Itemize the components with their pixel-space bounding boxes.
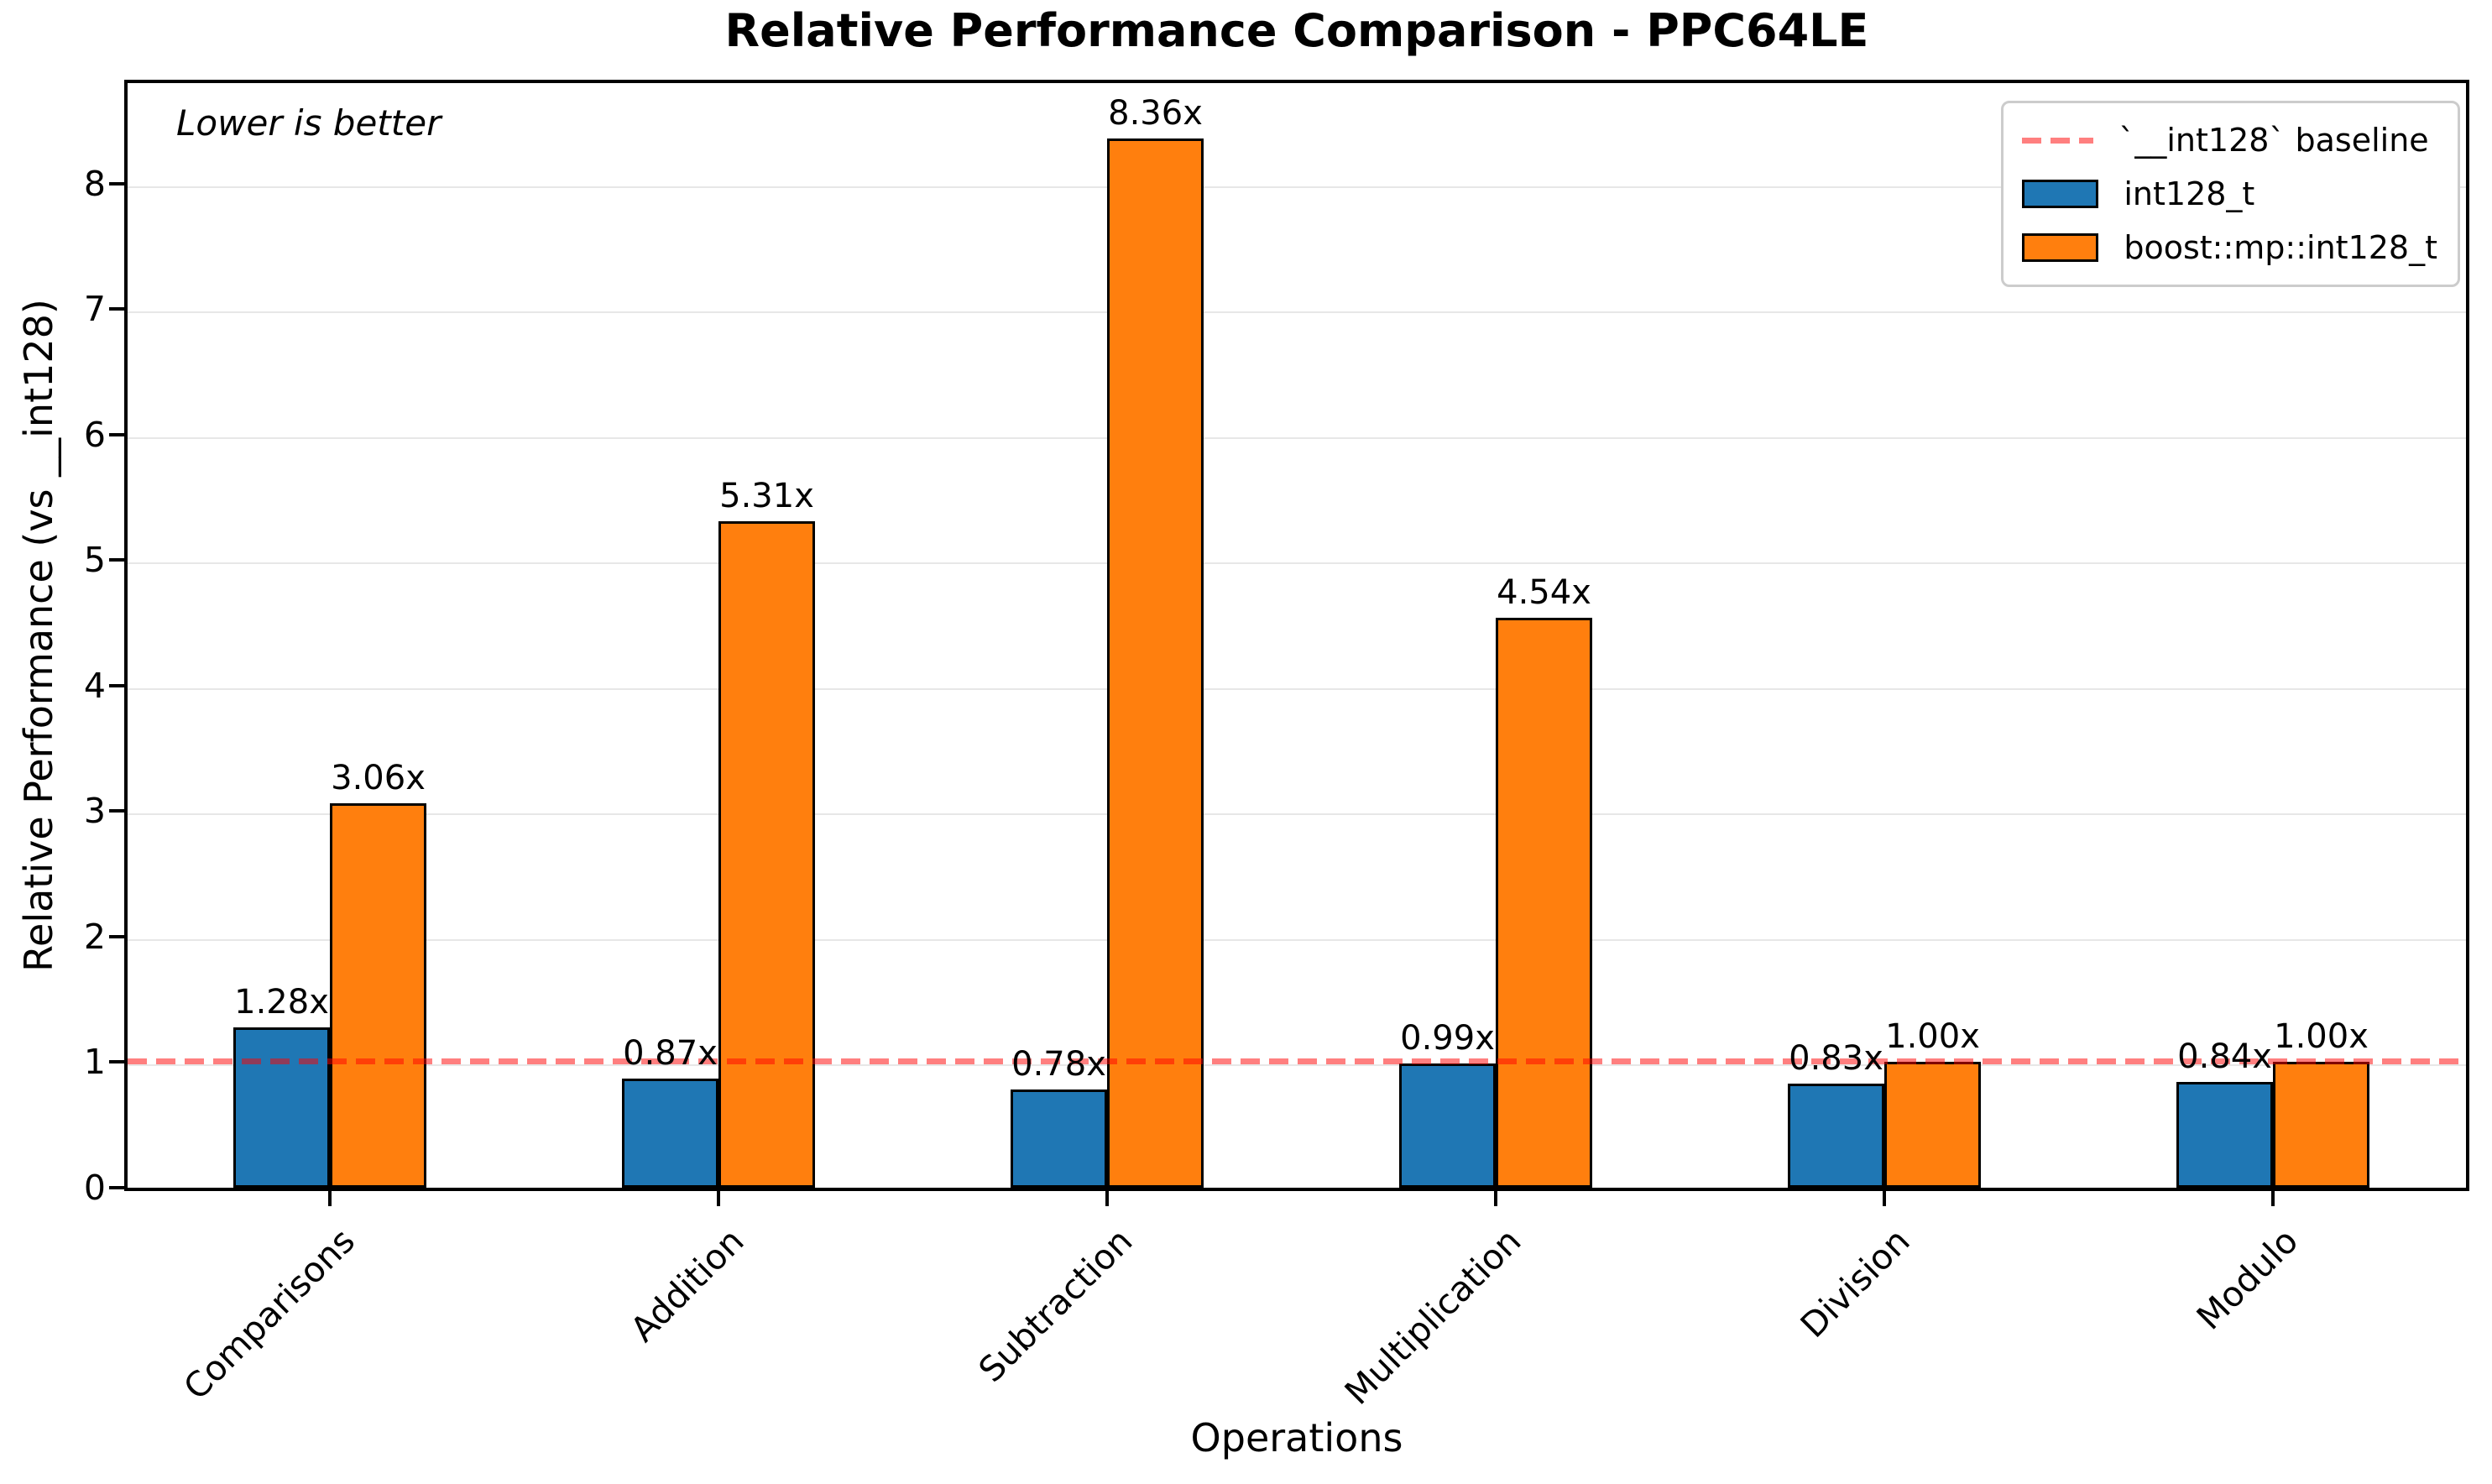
lower-is-better-note: Lower is better [176, 102, 441, 144]
x-tick-label-Modulo: Modulo [2188, 1220, 2307, 1338]
legend-label-boost: boost::mp::int128_t [2124, 229, 2437, 266]
bar-boost::mp::int128_t-Addition [718, 520, 815, 1188]
bar-boost::mp::int128_t-Subtraction [1107, 138, 1204, 1188]
x-tick-label-Addition: Addition [622, 1220, 752, 1350]
gridline-y-5 [128, 562, 2466, 565]
legend-row-baseline: `__int128` baseline [2022, 113, 2437, 167]
gridline-y-4 [128, 687, 2466, 690]
bar-int128_t-Division [1788, 1083, 1884, 1188]
y-tick-mark-4 [109, 683, 124, 687]
y-tick-label-3: 3 [83, 791, 106, 832]
bar-value-label: 4.54x [1497, 573, 1591, 613]
bar-int128_t-Addition [622, 1078, 718, 1188]
legend-row-int128: int128_t [2022, 167, 2437, 221]
x-tick-mark-Subtraction [1105, 1191, 1109, 1206]
gridline-y-7 [128, 311, 2466, 314]
gridline-y-8 [128, 186, 2466, 188]
bar-value-label: 3.06x [331, 759, 426, 798]
x-tick-mark-Addition [717, 1191, 720, 1206]
y-tick-label-0: 0 [83, 1168, 106, 1208]
bar-value-label: 0.83x [1789, 1038, 1883, 1078]
gridline-y-2 [128, 938, 2466, 941]
boost-swatch-icon [2022, 233, 2099, 262]
int128-swatch-icon [2022, 180, 2099, 208]
y-tick-label-5: 5 [83, 540, 106, 581]
chart-title: Relative Performance Comparison - PPC64L… [724, 4, 1869, 57]
gridline-y-1 [128, 1064, 2466, 1067]
bar-int128_t-Multiplication [1399, 1063, 1496, 1188]
y-tick-mark-1 [109, 1060, 124, 1064]
plot-area: Lower is better 1.28x 3.06x 0.87x 5.31x 0.78… [124, 80, 2469, 1191]
y-tick-mark-6 [109, 432, 124, 436]
bar-boost::mp::int128_t-Comparisons [330, 803, 426, 1188]
bar-boost::mp::int128_t-Modulo [2273, 1062, 2369, 1188]
x-tick-label-Subtraction: Subtraction [970, 1220, 1141, 1390]
gridline-y-6 [128, 436, 2466, 439]
x-tick-mark-Modulo [2271, 1191, 2275, 1206]
bar-int128_t-Subtraction [1011, 1089, 1107, 1188]
bar-value-label: 0.87x [623, 1033, 718, 1073]
y-tick-mark-7 [109, 307, 124, 311]
y-axis-label: Relative Performance (vs __int128) [16, 299, 61, 972]
bar-boost::mp::int128_t-Division [1884, 1062, 1981, 1188]
x-axis-label: Operations [1190, 1415, 1403, 1460]
y-tick-label-8: 8 [83, 163, 106, 204]
bar-int128_t-Comparisons [233, 1027, 330, 1188]
x-tick-mark-Division [1883, 1191, 1886, 1206]
gridline-y-3 [128, 813, 2466, 816]
legend-label-int128: int128_t [2124, 175, 2255, 212]
y-tick-label-7: 7 [83, 289, 106, 330]
legend-label-baseline: `__int128` baseline [2118, 122, 2429, 159]
y-tick-mark-0 [109, 1186, 124, 1189]
baseline-dashed-line [128, 1058, 2466, 1065]
x-tick-label-Division: Division [1792, 1220, 1918, 1346]
bar-int128_t-Modulo [2176, 1082, 2273, 1188]
bar-value-label: 0.99x [1400, 1018, 1495, 1058]
baseline-dash-sample-icon [2022, 137, 2094, 144]
y-tick-mark-3 [109, 809, 124, 813]
x-tick-mark-Multiplication [1494, 1191, 1497, 1206]
bar-value-label: 0.84x [2177, 1037, 2272, 1077]
y-tick-label-1: 1 [83, 1042, 106, 1083]
bar-value-label: 0.78x [1011, 1045, 1106, 1084]
bar-value-label: 1.00x [2274, 1017, 2369, 1057]
bar-value-label: 5.31x [719, 476, 814, 515]
legend-row-boost: boost::mp::int128_t [2022, 221, 2437, 274]
x-tick-mark-Comparisons [328, 1191, 332, 1206]
y-tick-label-2: 2 [83, 916, 106, 957]
legend: `__int128` baseline int128_t boost::mp::… [2001, 101, 2460, 287]
x-tick-label-Multiplication: Multiplication [1336, 1220, 1529, 1413]
bar-value-label: 1.00x [1885, 1017, 1980, 1057]
y-tick-mark-2 [109, 934, 124, 938]
y-tick-mark-8 [109, 181, 124, 186]
y-tick-mark-5 [109, 558, 124, 562]
y-tick-label-4: 4 [83, 665, 106, 706]
bar-boost::mp::int128_t-Multiplication [1496, 618, 1592, 1188]
bar-value-label: 1.28x [234, 982, 329, 1022]
x-tick-label-Comparisons: Comparisons [175, 1220, 363, 1408]
bar-value-label: 8.36x [1108, 93, 1203, 133]
y-tick-label-6: 6 [83, 414, 106, 455]
